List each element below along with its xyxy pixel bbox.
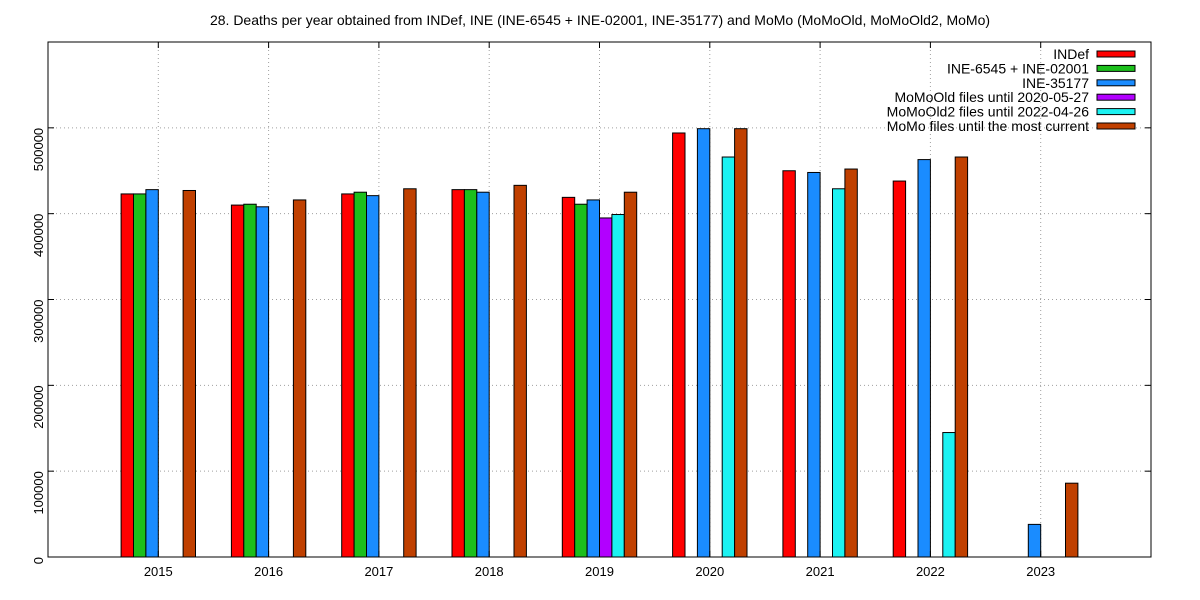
bar-2015-series-2 <box>133 193 147 558</box>
legend-swatch <box>1096 93 1136 101</box>
bar-2017-series-3 <box>366 195 380 558</box>
legend-label: MoMoOld2 files until 2022-04-26 <box>887 104 1090 120</box>
y-tick-label: 100000 <box>31 471 46 514</box>
bar-2017-series-6 <box>403 188 417 558</box>
bar-2016-series-3 <box>255 206 270 558</box>
bar-2022-series-1 <box>892 180 907 558</box>
bar-2021-series-5 <box>832 188 846 558</box>
legend-swatch <box>1096 50 1136 58</box>
bar-2019-series-5 <box>611 214 625 558</box>
chart-title: 28. Deaths per year obtained from INDef,… <box>210 12 990 28</box>
bar-2018-series-6 <box>513 184 527 558</box>
bar-2017-series-1 <box>341 193 355 558</box>
bar-2022-series-6 <box>954 156 969 558</box>
bar-2022-series-3 <box>917 159 931 558</box>
legend-label: MoMoOld files until 2020-05-27 <box>894 89 1089 105</box>
x-tick-label: 2020 <box>695 564 724 579</box>
y-tick-label: 0 <box>31 557 46 564</box>
x-tick-label: 2023 <box>1026 564 1055 579</box>
bar-2020-series-5 <box>721 156 736 558</box>
bar-2016-series-2 <box>243 203 257 558</box>
bar-2022-series-5 <box>942 432 956 558</box>
bar-2016-series-6 <box>292 199 307 558</box>
x-tick-label: 2016 <box>254 564 283 579</box>
x-tick-label: 2022 <box>916 564 945 579</box>
legend-label: INE-6545 + INE-02001 <box>947 60 1089 76</box>
x-tick-label: 2015 <box>144 564 173 579</box>
bar-2023-series-6 <box>1065 482 1079 558</box>
legend-swatch <box>1096 108 1136 116</box>
y-tick-label: 500000 <box>31 128 46 171</box>
legend-swatch <box>1096 122 1136 130</box>
y-tick-label: 200000 <box>31 385 46 428</box>
bar-2021-series-1 <box>782 170 796 558</box>
bar-2018-series-1 <box>451 189 465 558</box>
bar-2015-series-6 <box>182 189 197 558</box>
x-tick-label: 2018 <box>475 564 504 579</box>
y-tick-label: 400000 <box>31 214 46 257</box>
legend-label: MoMo files until the most current <box>887 118 1089 134</box>
bar-2019-series-2 <box>574 203 588 558</box>
legend-label: INDef <box>1053 46 1089 62</box>
bar-2021-series-6 <box>844 168 858 558</box>
bar-2023-series-3 <box>1027 523 1042 558</box>
bar-2020-series-3 <box>696 128 711 558</box>
bar-2020-series-6 <box>734 128 748 558</box>
bar-2021-series-3 <box>807 171 821 558</box>
bar-2019-series-4 <box>599 217 613 558</box>
legend-label: INE-35177 <box>1022 75 1089 91</box>
bar-2018-series-2 <box>463 189 478 558</box>
y-tick-label: 300000 <box>31 300 46 343</box>
bar-2020-series-1 <box>672 132 686 558</box>
bar-2019-series-3 <box>586 199 600 558</box>
bar-2015-series-3 <box>145 189 159 558</box>
legend-swatch <box>1096 79 1136 87</box>
bar-2015-series-1 <box>120 193 134 558</box>
axis-ticks: 0 100000 200000 300000 400000 500000 2015 2016 2… <box>31 42 1151 579</box>
x-tick-label: 2021 <box>806 564 835 579</box>
bar-2019-series-1 <box>561 196 576 558</box>
legend-swatch <box>1096 64 1136 72</box>
bar-2017-series-2 <box>353 191 368 558</box>
x-tick-label: 2017 <box>364 564 393 579</box>
bars <box>120 128 1079 558</box>
bar-2019-series-6 <box>623 191 638 558</box>
x-tick-label: 2019 <box>585 564 614 579</box>
bar-2016-series-1 <box>230 204 245 558</box>
bar-2018-series-3 <box>476 191 490 558</box>
